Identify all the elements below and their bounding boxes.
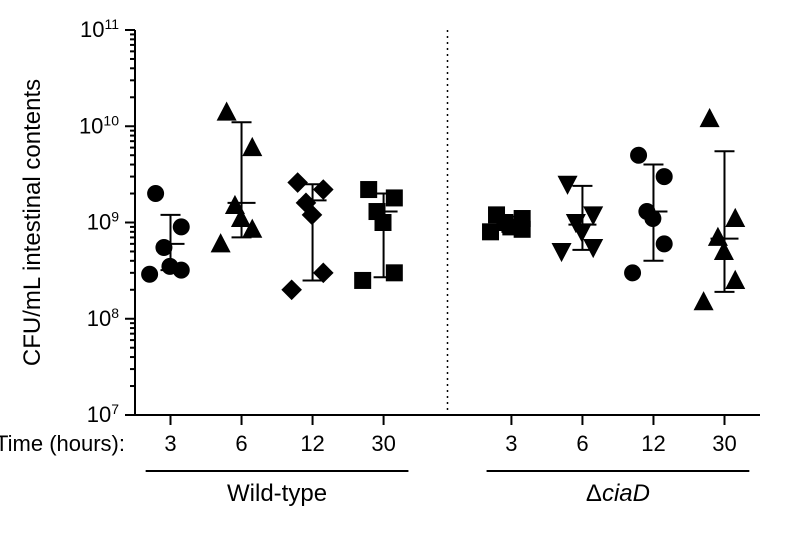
svg-text:Time (hours):: Time (hours): [0,431,125,456]
svg-text:12: 12 [641,431,665,456]
svg-text:107: 107 [87,401,119,427]
svg-text:30: 30 [371,431,395,456]
svg-text:30: 30 [712,431,736,456]
svg-text:12: 12 [300,431,324,456]
svg-text:3: 3 [505,431,517,456]
svg-text:6: 6 [576,431,588,456]
svg-text:108: 108 [87,305,119,331]
svg-text:1011: 1011 [80,16,119,42]
svg-text:6: 6 [235,431,247,456]
svg-text:Wild-type: Wild-type [227,480,327,507]
svg-text:1010: 1010 [79,112,119,138]
svg-text:109: 109 [87,209,119,235]
cfu-scatter-chart: 107 108 109 1010 1011 CFU/mL intestinal conte… [0,0,800,540]
svg-text:3: 3 [164,431,176,456]
svg-text:CFU/mL intestinal contents: CFU/mL intestinal contents [19,79,46,366]
svg-text:ΔciaD: ΔciaD [586,480,650,507]
